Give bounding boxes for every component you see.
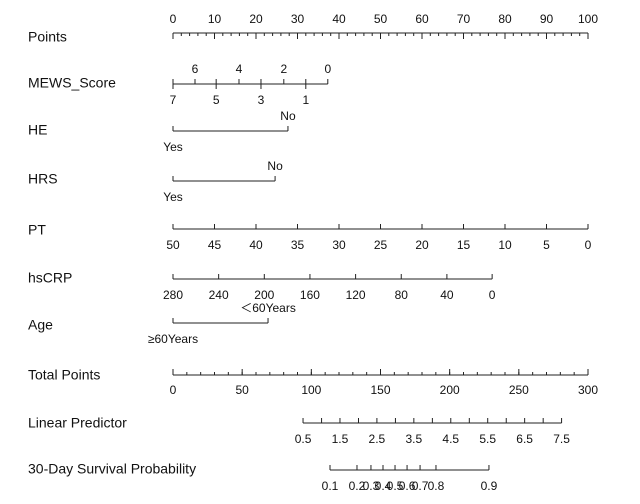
- tick-label: 20: [415, 238, 429, 252]
- tick-label: 160: [300, 288, 320, 302]
- tick-label: 300: [578, 383, 598, 397]
- tick-label: 3: [258, 93, 265, 107]
- tick-label: 4: [236, 62, 243, 76]
- tick-label: 5: [543, 238, 550, 252]
- tick-label: 100: [301, 383, 321, 397]
- tick-label: 7: [170, 93, 177, 107]
- tick-label: 250: [509, 383, 529, 397]
- tick-label: 0.2: [349, 479, 366, 493]
- tick-label: Yes: [163, 140, 183, 154]
- tick-label: 15: [457, 238, 471, 252]
- tick-label: No: [280, 109, 296, 123]
- tick-label: ＜60Years: [240, 301, 296, 315]
- tick-label: 0.8: [428, 479, 445, 493]
- tick-label: 4.5: [442, 432, 459, 446]
- tick-label: 100: [578, 12, 598, 26]
- tick-label: 0.3: [363, 479, 380, 493]
- row-label: Linear Predictor: [28, 415, 127, 431]
- tick-label: 150: [370, 383, 390, 397]
- tick-label: 70: [457, 12, 471, 26]
- tick-label: 200: [254, 288, 274, 302]
- tick-label: 6.5: [516, 432, 533, 446]
- tick-label: 3.5: [405, 432, 422, 446]
- tick-label: 80: [395, 288, 409, 302]
- tick-label: No: [267, 159, 283, 173]
- tick-label: 60: [415, 12, 429, 26]
- tick-label: 1.5: [332, 432, 349, 446]
- tick-label: 90: [540, 12, 554, 26]
- tick-label: 50: [166, 238, 180, 252]
- tick-label: 40: [440, 288, 454, 302]
- tick-label: 0.4: [375, 479, 392, 493]
- row-label: 30-Day Survival Probability: [28, 461, 196, 477]
- tick-label: 0.1: [322, 479, 339, 493]
- tick-label: 80: [498, 12, 512, 26]
- tick-label: ≥60Years: [148, 332, 198, 346]
- tick-label: 25: [374, 238, 388, 252]
- tick-label: 2.5: [369, 432, 386, 446]
- tick-label: 240: [209, 288, 229, 302]
- tick-label: 0: [489, 288, 496, 302]
- tick-label: 0.6: [399, 479, 416, 493]
- tick-label: 35: [291, 238, 305, 252]
- tick-label: 0.7: [412, 479, 429, 493]
- tick-label: 30: [291, 12, 305, 26]
- tick-label: 0: [170, 12, 177, 26]
- row-label: HE: [28, 122, 47, 138]
- row-label: hsCRP: [28, 270, 72, 286]
- tick-label: 40: [249, 238, 263, 252]
- row-label: MEWS_Score: [28, 75, 116, 91]
- tick-label: 7.5: [553, 432, 570, 446]
- tick-label: 20: [249, 12, 263, 26]
- tick-label: 30: [332, 238, 346, 252]
- tick-label: 0.9: [481, 479, 498, 493]
- tick-label: 50: [374, 12, 388, 26]
- tick-label: 1: [302, 93, 309, 107]
- tick-label: 280: [163, 288, 183, 302]
- row-label: Total Points: [28, 367, 100, 383]
- tick-label: 10: [498, 238, 512, 252]
- tick-label: Yes: [163, 190, 183, 204]
- tick-label: 0.5: [387, 479, 404, 493]
- tick-label: 200: [440, 383, 460, 397]
- row-label: Age: [28, 317, 53, 333]
- tick-label: 45: [208, 238, 222, 252]
- tick-label: 40: [332, 12, 346, 26]
- tick-label: 5.5: [479, 432, 496, 446]
- tick-label: 6: [192, 62, 199, 76]
- tick-label: 2: [280, 62, 287, 76]
- row-label: PT: [28, 222, 46, 238]
- row-label: HRS: [28, 171, 58, 187]
- tick-label: 0.5: [295, 432, 312, 446]
- row-label: Points: [28, 29, 67, 45]
- tick-label: 5: [213, 93, 220, 107]
- tick-label: 0: [324, 62, 331, 76]
- tick-label: 120: [346, 288, 366, 302]
- tick-label: 50: [235, 383, 249, 397]
- tick-label: 0: [585, 238, 592, 252]
- tick-label: 10: [208, 12, 222, 26]
- tick-label: 0: [170, 383, 177, 397]
